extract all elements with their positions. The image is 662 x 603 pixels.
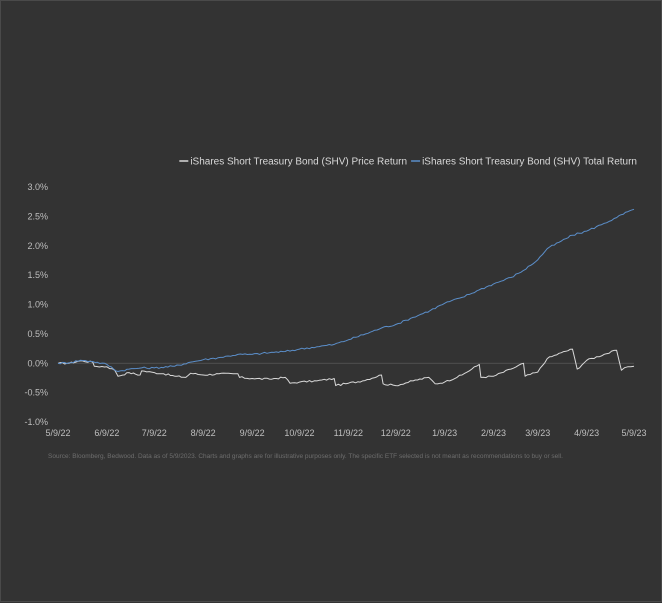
- y-tick-label: 0.0%: [27, 358, 48, 368]
- legend: iShares Short Treasury Bond (SHV) Total …: [179, 157, 637, 168]
- y-tick-label: 3.0%: [27, 182, 48, 192]
- x-tick-label: 5/9/22: [45, 428, 70, 438]
- x-tick-label: 6/9/22: [94, 428, 119, 438]
- x-tick-label: 7/9/22: [142, 428, 167, 438]
- y-tick-label: -1.0%: [24, 417, 48, 427]
- y-tick-label: 0.5%: [27, 329, 48, 339]
- legend-label-total-return: iShares Short Treasury Bond (SHV) Total …: [422, 157, 637, 168]
- series-line-total-return: [57, 208, 635, 372]
- y-axis-ticks: 3.0% 2.5% 2.0% 1.5% 1.0% 0.5% 0.0% -0.5% -1.0%: [24, 182, 48, 427]
- x-tick-label: 3/9/23: [525, 428, 550, 438]
- x-tick-label: 5/9/23: [621, 428, 646, 438]
- x-tick-label: 12/9/22: [381, 428, 411, 438]
- source-note: Source: Bloomberg, Bedwood. Data as of 5…: [48, 453, 563, 460]
- y-tick-label: 1.0%: [27, 300, 48, 310]
- x-axis-ticks: 5/9/22 6/9/22 7/9/22 8/9/22 9/9/22 10/9/22 11/…: [45, 428, 646, 438]
- y-tick-label: 2.5%: [27, 211, 48, 221]
- series-group: [57, 208, 635, 387]
- series-line-price-return: [57, 348, 635, 387]
- x-tick-label: 2/9/23: [481, 428, 506, 438]
- x-tick-label: 9/9/22: [240, 428, 265, 438]
- legend-label-price-return: iShares Short Treasury Bond (SHV) Price …: [190, 157, 407, 168]
- x-tick-label: 4/9/23: [574, 428, 599, 438]
- x-tick-label: 10/9/22: [284, 428, 314, 438]
- x-tick-label: 11/9/22: [334, 428, 363, 438]
- x-tick-label: 1/9/23: [432, 428, 457, 438]
- y-tick-label: 2.0%: [27, 241, 48, 251]
- x-tick-label: 8/9/22: [191, 428, 216, 438]
- y-tick-label: -0.5%: [24, 388, 48, 398]
- y-tick-label: 1.5%: [27, 270, 48, 280]
